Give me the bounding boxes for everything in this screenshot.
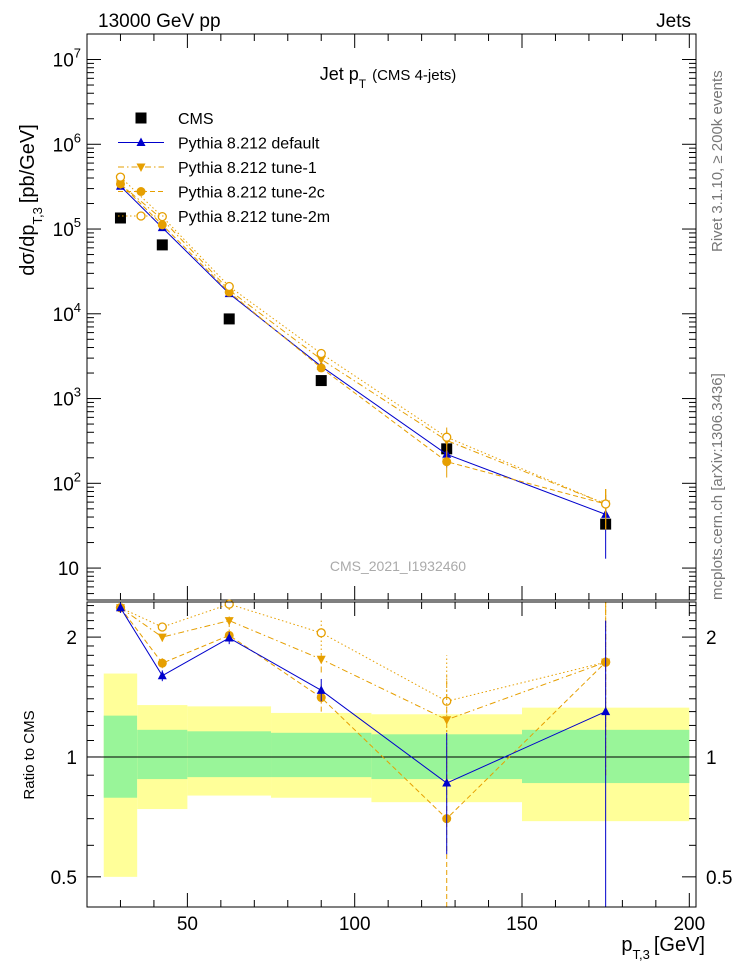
ratio-point	[442, 716, 452, 725]
ratio-point	[224, 599, 234, 609]
main-y-tick-label: 105	[53, 215, 81, 241]
main-series-4	[115, 172, 611, 530]
main-y-label: dσ/dpT,3[pb/GeV]	[17, 124, 45, 276]
ratio-y-tick-label-right: 1	[706, 748, 717, 769]
main-point	[114, 212, 126, 224]
ratio-frame	[86, 601, 697, 908]
main-point	[157, 211, 167, 222]
legend-entry: Pythia 8.212 default	[118, 136, 320, 153]
main-frame	[86, 33, 697, 601]
ratio-point	[157, 658, 167, 668]
main-series-line	[120, 185, 606, 515]
main-title: Jet pT (CMS 4-jets)	[320, 64, 457, 91]
x-tick-label: 150	[506, 914, 538, 935]
legend-marker	[136, 163, 146, 172]
x-tick-label: 50	[177, 914, 198, 935]
main-point	[115, 179, 125, 189]
legend-entry: Pythia 8.212 tune-1	[118, 160, 317, 177]
main-point	[115, 172, 126, 182]
legend-label: Pythia 8.212 tune-2m	[178, 209, 330, 226]
ratio-y-tick-label-left: 0.5	[51, 868, 77, 889]
ratio-point	[224, 632, 234, 642]
ratio-point	[316, 685, 326, 694]
main-point	[156, 239, 168, 251]
header-left: 13000 GeV pp	[98, 11, 221, 32]
ratio-panel: 0.5 0.5 1 1 2 2 50 100 150 200 Ratio to CMS pT,3[…	[21, 599, 732, 962]
legend-label: Pythia 8.212 default	[178, 136, 320, 153]
side-label-rivet: Rivet 3.1.10, ≥ 200k events	[709, 70, 726, 252]
main-series-line	[120, 183, 606, 505]
legend-marker	[136, 187, 146, 196]
main-y-tick-label: 10	[58, 559, 79, 580]
legend-marker	[136, 137, 146, 146]
main-point	[601, 499, 611, 509]
main-point	[223, 313, 235, 325]
main-y-tick-label: 103	[53, 385, 81, 411]
x-axis-label: pT,3 [GeV]	[621, 934, 705, 962]
ratio-series-line	[120, 607, 606, 721]
main-y-tick-label: 106	[53, 130, 81, 156]
ratio-series-line	[120, 603, 606, 702]
ratio-y-tick-label-right: 2	[706, 628, 717, 649]
ratio-point	[115, 602, 125, 612]
main-point	[224, 281, 234, 292]
ratio-data-layer: 0.5 0.5 1 1 2 2 50 100 150 200	[51, 599, 732, 935]
legend-label: Pythia 8.212 tune-2c	[178, 185, 325, 202]
main-point	[442, 432, 452, 442]
main-y-tick-label: 107	[53, 46, 81, 72]
ratio-y-tick-label-left: 2	[66, 628, 77, 649]
main-series-0	[114, 212, 612, 530]
ratio-band-inner	[187, 731, 272, 778]
x-tick-label: 100	[339, 914, 371, 935]
ratio-series-3	[115, 602, 611, 907]
legend: CMS Pythia 8.212 default Pythia 8.212 tune…	[118, 111, 330, 226]
ratio-band-inner	[137, 729, 188, 780]
main-y-tick-label: 102	[53, 469, 81, 495]
legend-marker	[135, 112, 147, 124]
ratio-point	[157, 670, 167, 680]
main-point	[315, 375, 327, 387]
main-series-1	[115, 181, 611, 559]
main-point	[316, 363, 326, 373]
main-point	[442, 457, 452, 467]
main-data-layer: 10 102 103 104 105 106 107	[53, 33, 696, 600]
ratio-point	[601, 706, 611, 716]
watermark: CMS_2021_I1932460	[330, 558, 466, 574]
legend-label: CMS	[178, 111, 214, 128]
ratio-y-label: Ratio to CMS	[21, 710, 38, 799]
ratio-point	[157, 633, 167, 643]
ratio-y-tick-label-right: 0.5	[706, 868, 732, 889]
legend-entry: Pythia 8.212 tune-2c	[118, 185, 325, 202]
ratio-point	[316, 655, 326, 665]
ratio-band-inner	[271, 732, 372, 778]
ratio-series-line	[120, 607, 607, 820]
ratio-point	[157, 622, 167, 632]
side-label-mcplots: mcplots.cern.ch [arXiv:1306.3436]	[709, 373, 726, 600]
ratio-point	[316, 628, 326, 638]
main-point	[316, 355, 326, 365]
ratio-series-line	[120, 607, 606, 784]
main-y-tick-label: 104	[53, 300, 81, 326]
main-series-3	[115, 179, 611, 530]
ratio-y-tick-label-left: 1	[66, 748, 77, 769]
main-point	[316, 348, 326, 359]
main-series-line	[120, 176, 606, 505]
main-point	[157, 220, 167, 230]
ratio-point	[442, 778, 452, 787]
ratio-point	[224, 617, 234, 626]
header-right: Jets	[656, 11, 691, 32]
legend-entry: CMS	[135, 111, 214, 128]
x-tick-label: 200	[673, 914, 705, 935]
main-series-line	[120, 183, 606, 505]
main-series-2	[115, 180, 611, 530]
legend-marker	[136, 211, 146, 221]
legend-entry: Pythia 8.212 tune-2m	[118, 209, 330, 226]
legend-label: Pythia 8.212 tune-1	[178, 160, 317, 177]
